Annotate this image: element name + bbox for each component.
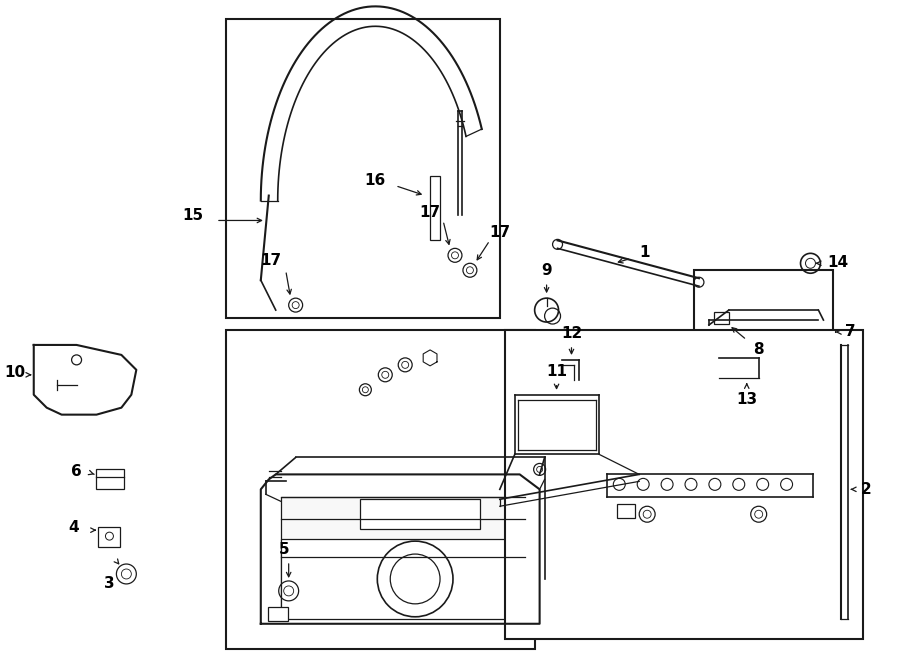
Bar: [430, 175, 440, 240]
Bar: [226, 19, 500, 318]
Bar: [360, 499, 480, 529]
Bar: [714, 312, 729, 324]
Text: 13: 13: [736, 392, 757, 407]
Bar: [226, 330, 535, 649]
Text: 17: 17: [419, 205, 441, 220]
Text: 12: 12: [561, 326, 582, 342]
Text: 11: 11: [546, 364, 567, 379]
Text: 9: 9: [541, 263, 552, 278]
Bar: [617, 504, 635, 518]
Text: 17: 17: [490, 225, 510, 240]
Bar: [505, 330, 863, 639]
Text: 5: 5: [278, 542, 289, 557]
Text: 10: 10: [4, 365, 25, 381]
Text: 7: 7: [845, 324, 856, 340]
Text: 3: 3: [104, 577, 114, 591]
Bar: [96, 469, 124, 489]
Text: 14: 14: [828, 255, 849, 270]
Bar: [98, 527, 121, 547]
Text: 17: 17: [260, 253, 282, 268]
Text: 15: 15: [183, 208, 203, 223]
Text: 1: 1: [639, 245, 650, 260]
Text: 8: 8: [753, 342, 764, 357]
Text: 4: 4: [68, 520, 79, 535]
Bar: [281, 497, 525, 609]
Text: 6: 6: [71, 464, 82, 479]
Bar: [268, 607, 288, 621]
Bar: [694, 270, 833, 390]
Bar: [281, 539, 525, 619]
Text: 2: 2: [861, 482, 871, 497]
Text: 16: 16: [364, 173, 386, 188]
